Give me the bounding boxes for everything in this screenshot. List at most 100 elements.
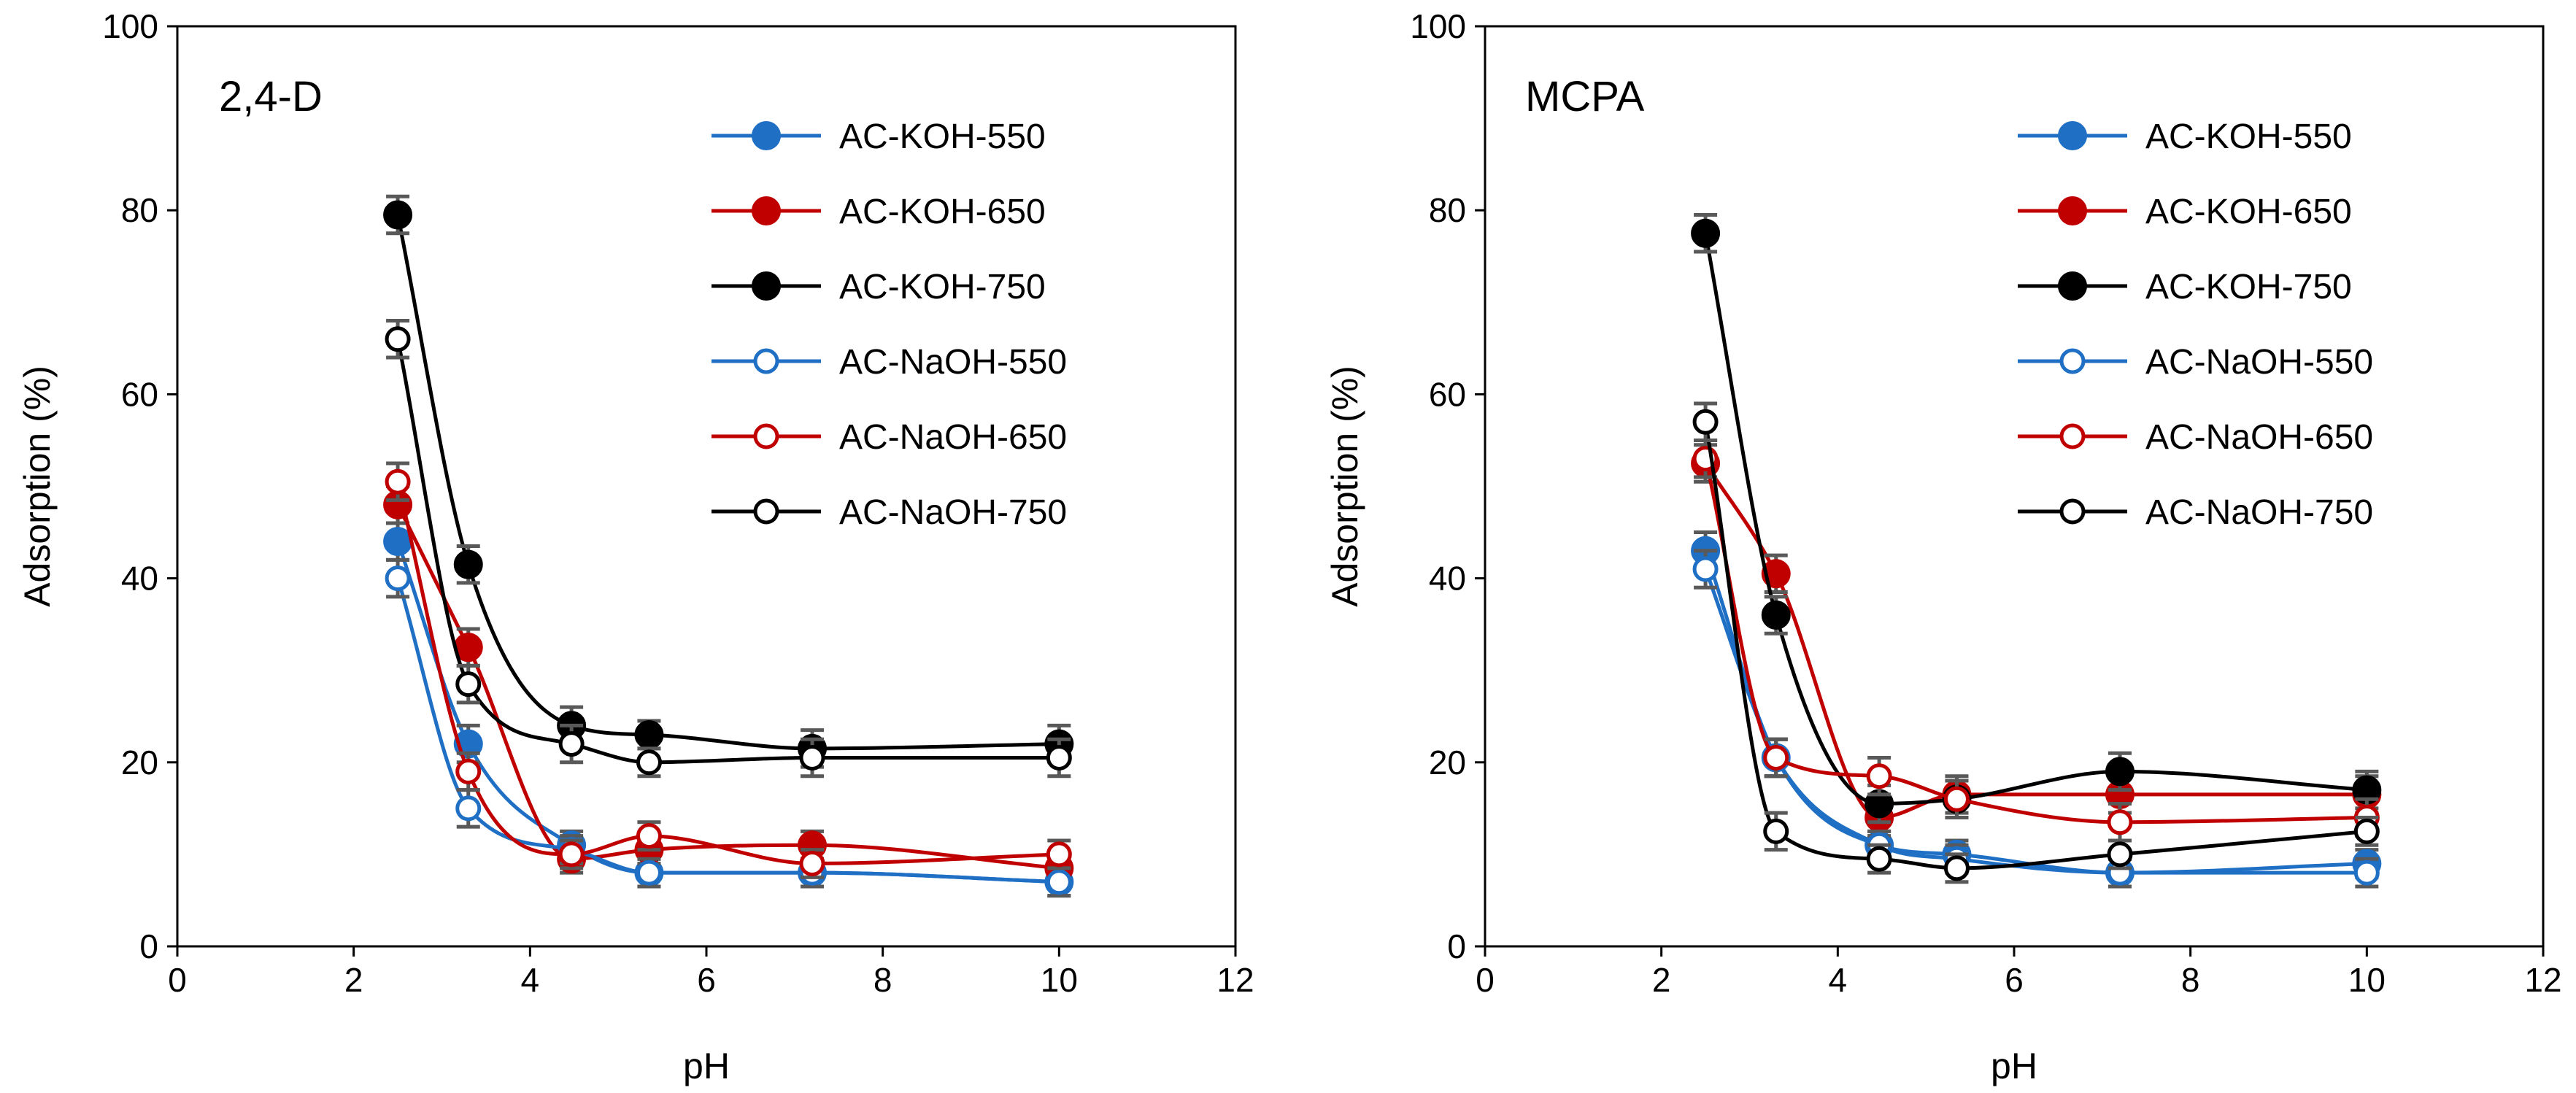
legend-label: AC-NaOH-550 <box>2145 343 2373 382</box>
data-point <box>1046 841 1072 868</box>
data-point <box>1761 600 1791 630</box>
legend-item-ac-koh-650: AC-KOH-650 <box>712 193 1046 231</box>
series-line <box>1703 458 2367 824</box>
series-line <box>396 339 1060 765</box>
y-tick-label: 60 <box>121 375 158 413</box>
y-tick-label: 0 <box>1447 927 1466 965</box>
legend-item-ac-koh-750: AC-KOH-750 <box>2018 268 2352 306</box>
series-ac-naoh-750 <box>385 319 1072 779</box>
series-line <box>396 481 1060 866</box>
data-point <box>1691 218 1721 248</box>
legend-marker <box>753 348 779 374</box>
x-tick-label: 8 <box>2181 961 2200 999</box>
legend-label: AC-NaOH-750 <box>839 493 1067 532</box>
data-point <box>2353 818 2380 844</box>
legend-label: AC-KOH-650 <box>2145 193 2352 231</box>
x-axis-title: pH <box>683 1046 730 1086</box>
x-tick-label: 10 <box>1041 961 1078 999</box>
y-tick-label: 80 <box>1429 191 1466 229</box>
data-point <box>1692 556 1719 582</box>
legend-label: AC-KOH-550 <box>2145 117 2352 156</box>
y-tick-label: 20 <box>121 744 158 781</box>
plot-frame <box>176 25 1237 948</box>
data-point <box>636 860 662 886</box>
legend-item-ac-naoh-550: AC-NaOH-550 <box>2018 343 2373 382</box>
data-point <box>1943 786 1970 812</box>
series-ac-koh-650 <box>383 484 1074 884</box>
series-line <box>1703 549 2367 875</box>
data-point <box>1866 763 1892 789</box>
data-point <box>1763 744 1789 770</box>
data-point <box>636 823 662 849</box>
x-tick-label: 8 <box>874 961 892 999</box>
x-tick-label: 4 <box>1829 961 1848 999</box>
y-tick-label: 80 <box>121 191 158 229</box>
series-ac-naoh-650 <box>385 461 1072 879</box>
series-line <box>1703 421 2367 870</box>
legend-item-ac-naoh-550: AC-NaOH-550 <box>712 343 1067 382</box>
series-ac-naoh-550 <box>1692 549 2380 889</box>
data-point <box>385 468 411 495</box>
legend-label: AC-KOH-650 <box>839 193 1046 231</box>
y-tick-label: 40 <box>121 560 158 598</box>
legend-item-ac-koh-750: AC-KOH-750 <box>712 268 1046 306</box>
data-point <box>385 326 411 352</box>
series-line <box>396 577 1060 884</box>
data-point <box>2353 860 2380 886</box>
y-tick-label: 40 <box>1429 560 1466 598</box>
legend-marker <box>752 196 781 225</box>
data-point <box>799 744 825 770</box>
x-tick-label: 2 <box>344 961 363 999</box>
legend-marker <box>2059 498 2086 525</box>
legend-label: AC-NaOH-650 <box>839 418 1067 457</box>
legend-item-ac-koh-550: AC-KOH-550 <box>712 117 1046 156</box>
series-line <box>396 215 1060 751</box>
series-ac-naoh-650 <box>1692 438 2380 843</box>
x-tick-label: 0 <box>1476 961 1495 999</box>
x-tick-label: 2 <box>1652 961 1671 999</box>
data-point <box>799 851 825 877</box>
series-line <box>1703 568 2367 875</box>
data-point <box>1046 869 1072 895</box>
data-point <box>455 758 482 784</box>
legend-item-ac-naoh-650: AC-NaOH-650 <box>2018 418 2373 457</box>
data-point <box>2105 757 2135 787</box>
legend-item-ac-koh-550: AC-KOH-550 <box>2018 117 2352 156</box>
x-tick-label: 6 <box>2005 961 2024 999</box>
y-tick-label: 100 <box>102 7 158 45</box>
y-axis-title: Adsorption (%) <box>1324 366 1365 607</box>
legend-item-ac-naoh-750: AC-NaOH-750 <box>712 493 1067 532</box>
data-point <box>634 719 664 749</box>
data-point <box>1866 846 1892 872</box>
legend-marker <box>2058 121 2087 150</box>
legend-marker <box>2058 196 2087 225</box>
legend-marker <box>2059 423 2086 449</box>
legend-item-ac-koh-650: AC-KOH-650 <box>2018 193 2352 231</box>
data-point <box>2107 841 2133 868</box>
legend-marker <box>752 121 781 150</box>
legend-marker <box>753 423 779 449</box>
x-tick-label: 0 <box>168 961 187 999</box>
x-tick-label: 6 <box>697 961 716 999</box>
y-tick-label: 20 <box>1429 744 1466 781</box>
panel-title: 2,4-D <box>219 73 323 120</box>
legend: AC-KOH-550 AC-KOH-650 AC-KOH-750 AC-NaOH-55… <box>2018 117 2373 532</box>
data-point <box>1763 818 1789 844</box>
y-tick-label: 0 <box>139 927 158 965</box>
data-point <box>558 841 585 868</box>
data-point <box>383 200 413 230</box>
legend-marker <box>752 271 781 301</box>
data-point <box>455 671 482 698</box>
x-tick-label: 4 <box>521 961 540 999</box>
panel-1: 0 2 4 6 8 10 12 0 20 40 60 80 100 pH Adsorption (%) 2,4… <box>17 7 1254 1086</box>
y-tick-label: 60 <box>1429 375 1466 413</box>
y-axis-title: Adsorption (%) <box>17 366 58 607</box>
series-ac-koh-550 <box>1691 530 2382 889</box>
data-point <box>1943 855 1970 881</box>
data-point <box>453 549 483 579</box>
legend-label: AC-NaOH-650 <box>2145 418 2373 457</box>
series-line <box>396 503 1060 870</box>
data-point <box>636 749 662 776</box>
y-tick-label: 100 <box>1410 7 1466 45</box>
